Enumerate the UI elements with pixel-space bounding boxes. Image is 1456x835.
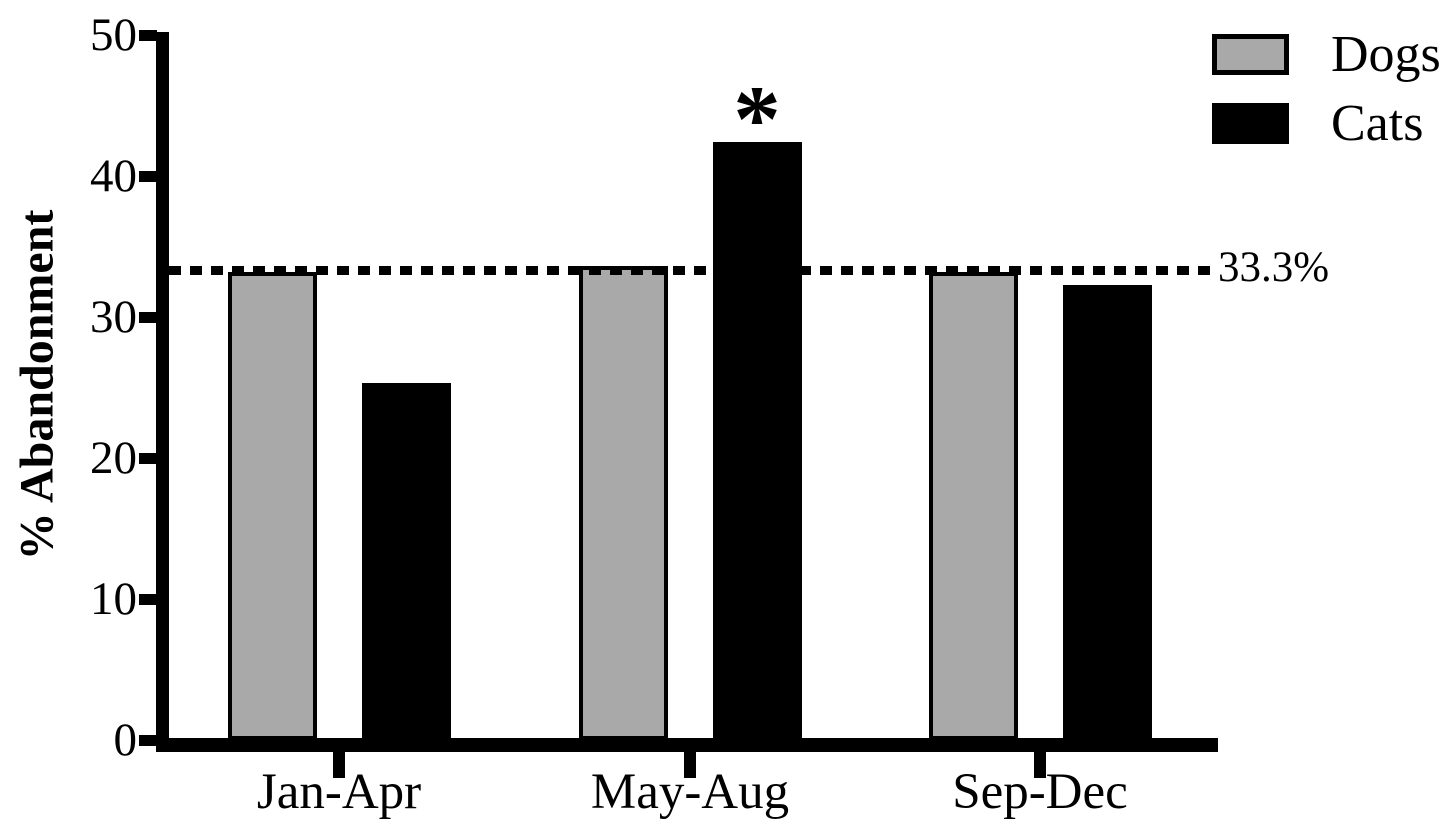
bar-cats-jan-apr <box>362 383 451 740</box>
x-tick-jan-apr <box>333 752 345 778</box>
y-tick-50 <box>139 30 157 41</box>
y-tick-label-10: 10 <box>90 573 137 625</box>
x-axis-line <box>156 738 1218 752</box>
reference-line-label: 33.3% <box>1218 244 1330 291</box>
y-tick-label-50: 50 <box>90 9 137 61</box>
reference-dashed-line <box>169 266 1215 275</box>
legend-item-dogs: Dogs <box>1212 28 1441 80</box>
bar-cats-sep-dec <box>1063 285 1152 740</box>
x-tick-label-jan-apr: Jan-Apr <box>256 764 422 820</box>
y-tick-label-20: 20 <box>90 432 137 484</box>
x-tick-sep-dec <box>1034 752 1046 778</box>
legend: Dogs Cats <box>1212 28 1441 171</box>
y-tick-30 <box>139 312 157 323</box>
y-tick-0 <box>139 735 157 746</box>
dogs-legend-swatch <box>1212 34 1289 75</box>
y-tick-label-0: 0 <box>113 714 138 766</box>
bar-dogs-sep-dec <box>929 272 1018 740</box>
x-tick-label-may-aug: May-Aug <box>590 764 790 820</box>
y-tick-40 <box>139 171 157 182</box>
legend-item-cats: Cats <box>1212 97 1441 149</box>
bar-dogs-jan-apr <box>228 272 317 740</box>
significance-asterisk: * <box>733 66 781 172</box>
y-tick-10 <box>139 594 157 605</box>
y-axis-title: % Abandonment <box>10 209 64 561</box>
y-tick-20 <box>139 453 157 464</box>
y-axis-line <box>156 32 169 752</box>
dogs-legend-label: Dogs <box>1331 25 1441 83</box>
y-tick-label-30: 30 <box>90 291 137 343</box>
cats-legend-label: Cats <box>1331 94 1424 152</box>
x-tick-label-sep-dec: Sep-Dec <box>952 764 1128 820</box>
cats-legend-swatch <box>1212 103 1289 144</box>
y-tick-label-40: 40 <box>90 150 137 202</box>
x-tick-may-aug <box>684 752 696 778</box>
bar-cats-may-aug <box>713 142 802 740</box>
bar-dogs-may-aug <box>579 266 668 740</box>
